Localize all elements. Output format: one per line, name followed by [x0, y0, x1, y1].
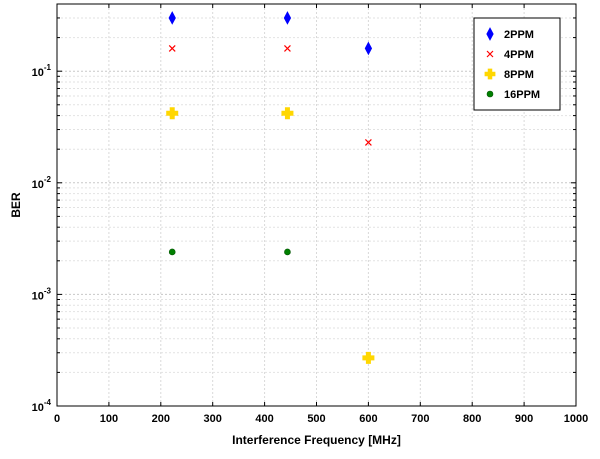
- x-tick-label: 900: [515, 413, 533, 425]
- legend: 2PPM 4PPM 8PPM 16PPM: [473, 17, 561, 111]
- x-tick-label: 700: [411, 413, 429, 425]
- x-tick-label: 100: [100, 413, 118, 425]
- x-axis-label: Interference Frequency [MHz]: [232, 433, 401, 447]
- legend-label: 8PPM: [504, 69, 534, 81]
- data-point-8ppm: [281, 107, 294, 120]
- legend-marker-2ppm: [486, 27, 494, 41]
- legend-marker-16ppm: [486, 90, 494, 98]
- data-point-16ppm: [284, 248, 291, 256]
- x-tick-label: 800: [463, 413, 481, 425]
- y-tick-label: 10-1: [32, 63, 52, 79]
- y-tick-label: 10-2: [32, 175, 52, 191]
- x-tick-label: 300: [204, 413, 222, 425]
- x-tick-label: 400: [255, 413, 273, 425]
- data-point-4ppm: [364, 139, 372, 146]
- axis-ticks: 0 100 200 300 400 500 600 700 800 900 1000 10-4 10-3…: [32, 3, 588, 425]
- x-tick-label: 0: [54, 413, 60, 425]
- data-points: [166, 11, 375, 364]
- data-point-8ppm: [362, 351, 375, 364]
- legend-marker-4ppm: [486, 50, 494, 58]
- data-point-2ppm: [283, 11, 292, 25]
- legend-label: 2PPM: [504, 29, 534, 41]
- x-tick-label: 200: [152, 413, 170, 425]
- legend-marker-8ppm: [484, 68, 496, 80]
- data-point-8ppm: [166, 107, 179, 120]
- legend-label: 16PPM: [504, 89, 540, 101]
- data-point-2ppm: [364, 41, 373, 56]
- y-tick-label: 10-3: [32, 286, 52, 302]
- y-tick-label: 10-4: [32, 398, 52, 414]
- data-point-16ppm: [168, 248, 176, 256]
- data-point-4ppm: [168, 44, 176, 52]
- y-axis-label: BER: [9, 192, 23, 218]
- x-tick-label: 1000: [564, 413, 588, 425]
- data-point-4ppm: [284, 44, 291, 52]
- x-tick-label: 600: [359, 413, 377, 425]
- data-point-2ppm: [168, 11, 176, 25]
- legend-label: 4PPM: [504, 49, 534, 61]
- x-tick-label: 500: [307, 413, 325, 425]
